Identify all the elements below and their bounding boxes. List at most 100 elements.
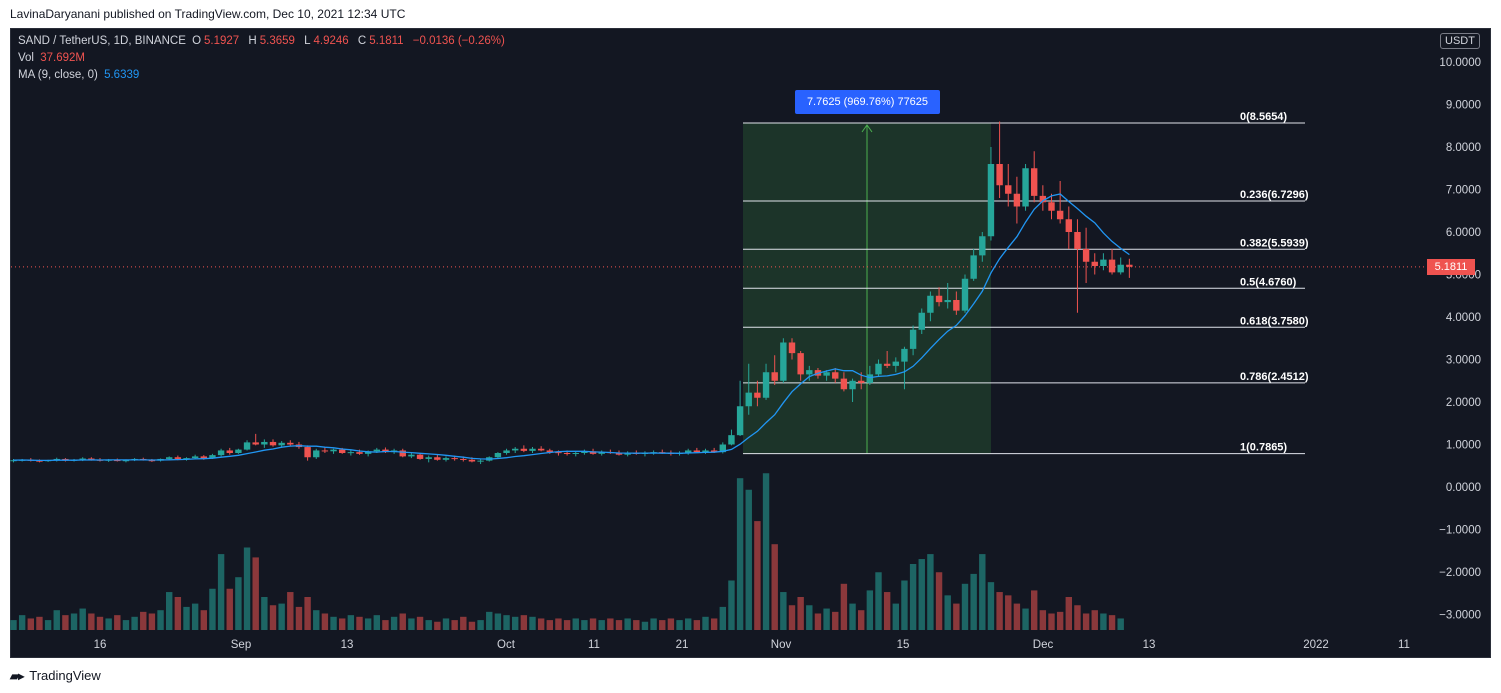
volume-bar bbox=[823, 608, 830, 630]
volume-bar bbox=[252, 557, 259, 630]
volume-bar bbox=[832, 611, 839, 630]
volume-bar bbox=[624, 618, 631, 630]
x-tick-label: Nov bbox=[771, 639, 792, 651]
candle-body bbox=[849, 380, 856, 390]
ma-line bbox=[13, 193, 1130, 462]
volume-bar bbox=[88, 613, 95, 630]
volume-bar bbox=[979, 554, 986, 630]
tradingview-logo-icon: ▰▸ bbox=[10, 668, 24, 683]
volume-bar bbox=[762, 473, 770, 630]
volume-bar bbox=[79, 608, 86, 630]
fib-level-label: 0.236(6.7296) bbox=[1240, 189, 1309, 201]
fib-level-label: 0.786(2.4512) bbox=[1240, 371, 1309, 383]
y-tick-label: −3.0000 bbox=[1439, 610, 1481, 622]
fib-level-label: 0.5(4.6760) bbox=[1240, 276, 1297, 288]
volume-bar bbox=[555, 618, 562, 630]
x-tick-label: Dec bbox=[1033, 639, 1054, 651]
volume-bar bbox=[771, 544, 778, 630]
footer-brand[interactable]: ▰▸ TradingView bbox=[10, 668, 101, 683]
candle-body bbox=[529, 448, 536, 451]
volume-bar bbox=[1117, 618, 1124, 630]
volume-bar bbox=[615, 620, 623, 630]
x-tick-label: 2022 bbox=[1303, 639, 1329, 651]
candle-body bbox=[442, 458, 450, 460]
y-tick-label: −1.0000 bbox=[1439, 525, 1481, 537]
volume-bar bbox=[390, 616, 398, 630]
candle-body bbox=[693, 450, 701, 453]
candle-body bbox=[615, 453, 623, 455]
candle-body bbox=[330, 449, 337, 452]
volume-bar bbox=[927, 554, 934, 630]
candle-body bbox=[1013, 193, 1021, 207]
volume-bar bbox=[710, 618, 718, 630]
volume-bar bbox=[278, 603, 285, 630]
y-tick-label: 9.0000 bbox=[1446, 100, 1481, 112]
candle-body bbox=[987, 164, 995, 237]
volume-bar bbox=[563, 620, 571, 630]
volume-bar bbox=[1031, 590, 1038, 630]
x-tick-label: Oct bbox=[497, 639, 516, 651]
volume-bar bbox=[494, 613, 502, 630]
candle-body bbox=[166, 457, 173, 459]
legend-volume[interactable]: Vol 37.692M bbox=[18, 52, 88, 64]
candle-body bbox=[728, 435, 735, 445]
legend-symbol[interactable]: SAND / TetherUS, 1D, BINANCE bbox=[18, 35, 186, 47]
candle-body bbox=[823, 372, 830, 376]
volume-bar bbox=[953, 603, 960, 630]
candle-body bbox=[1074, 232, 1081, 249]
candle-body bbox=[1065, 219, 1072, 232]
volume-bar bbox=[728, 580, 735, 630]
volume-bar bbox=[875, 572, 882, 630]
currency-unit-button[interactable]: USDT bbox=[1440, 33, 1480, 49]
y-tick-label: 1.0000 bbox=[1446, 440, 1481, 452]
candle-body bbox=[183, 458, 190, 460]
candle-body bbox=[788, 342, 796, 354]
volume-bar bbox=[1056, 611, 1064, 630]
candle-body bbox=[685, 450, 692, 453]
volume-bar bbox=[814, 613, 822, 630]
volume-bar bbox=[806, 605, 813, 630]
volume-bar bbox=[520, 615, 528, 630]
candle-body bbox=[754, 392, 761, 398]
candle-body bbox=[953, 300, 960, 311]
volume-bar bbox=[425, 620, 432, 630]
candle-body bbox=[745, 392, 752, 407]
volume-bar bbox=[1013, 603, 1021, 630]
candle-body bbox=[269, 441, 277, 446]
candle-body bbox=[961, 278, 969, 311]
volume-bar bbox=[148, 613, 156, 630]
volume-bar bbox=[235, 577, 242, 630]
candle-body bbox=[252, 442, 259, 445]
x-tick-label: 15 bbox=[897, 639, 910, 651]
y-tick-label: 6.0000 bbox=[1446, 227, 1481, 239]
candle-body bbox=[581, 451, 588, 453]
candle-body bbox=[1056, 210, 1064, 220]
candle-body bbox=[512, 448, 519, 451]
candle-body bbox=[762, 372, 770, 398]
volume-bar bbox=[468, 621, 476, 630]
x-tick-label: 16 bbox=[94, 639, 107, 651]
volume-bar bbox=[745, 489, 752, 630]
candle-body bbox=[563, 453, 571, 454]
candle-body bbox=[866, 374, 874, 383]
candle-body bbox=[546, 450, 553, 453]
low-value: 4.9246 bbox=[313, 35, 349, 47]
volume-bar bbox=[10, 620, 17, 630]
volume-bar bbox=[935, 572, 943, 630]
candle-body bbox=[373, 449, 380, 452]
legend-ma[interactable]: MA (9, close, 0) 5.6339 bbox=[18, 69, 142, 81]
candle-body bbox=[780, 342, 787, 381]
candle-body bbox=[624, 453, 631, 455]
volume-bar bbox=[18, 615, 26, 630]
volume-bar bbox=[486, 611, 493, 630]
volume-bar bbox=[330, 616, 337, 630]
candle-body bbox=[261, 441, 268, 445]
close-label: C bbox=[357, 35, 367, 47]
vol-value: 37.692M bbox=[40, 52, 85, 64]
last-price-tag: 5.1811 bbox=[1427, 259, 1475, 275]
volume-bar bbox=[659, 620, 666, 630]
volume-bar bbox=[217, 554, 225, 630]
candle-body bbox=[858, 380, 865, 383]
candle-body bbox=[1126, 264, 1133, 267]
